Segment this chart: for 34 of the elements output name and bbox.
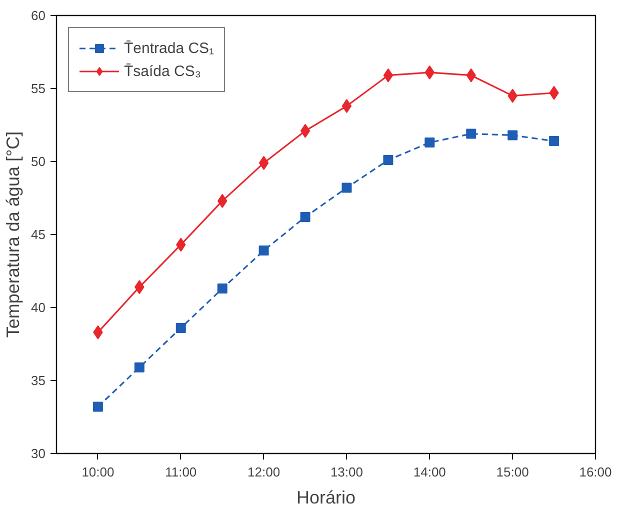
point xyxy=(342,182,352,193)
x-tick-label: 10:00 xyxy=(82,464,114,480)
x-tick-label: 13:00 xyxy=(330,464,364,480)
point xyxy=(383,68,394,82)
y-tick-label: 30 xyxy=(31,446,46,461)
point xyxy=(176,322,186,333)
legend-label: T̄entrada CS₁ xyxy=(124,40,214,56)
y-tick-label: 55 xyxy=(31,81,46,96)
x-tick-label: 11:00 xyxy=(165,464,197,480)
point xyxy=(549,136,560,146)
x-tick-label: 15:00 xyxy=(496,464,529,480)
y-tick-label: 40 xyxy=(31,300,46,315)
x-axis-title: Horário xyxy=(296,488,356,508)
x-tick-label: 16:00 xyxy=(579,464,612,480)
point xyxy=(92,402,103,412)
point xyxy=(134,362,144,372)
y-tick-label: 45 xyxy=(31,227,46,242)
y-tick-label: 35 xyxy=(31,373,46,388)
point xyxy=(258,156,269,170)
point xyxy=(342,99,352,114)
point xyxy=(383,155,394,166)
x-tick-label: 12:00 xyxy=(248,464,280,480)
point xyxy=(300,212,310,222)
x-tick-label: 14:00 xyxy=(413,464,446,480)
y-tick-label: 50 xyxy=(31,154,46,169)
y-tick-label: 60 xyxy=(31,8,46,23)
point xyxy=(300,124,310,138)
point xyxy=(258,246,269,256)
point xyxy=(217,284,228,294)
point xyxy=(424,138,435,148)
point xyxy=(466,128,476,139)
legend-label: T̄saída CS₃ xyxy=(124,62,201,80)
y-axis-title: Temperatura da água [°C] xyxy=(3,131,24,338)
point xyxy=(508,130,518,140)
